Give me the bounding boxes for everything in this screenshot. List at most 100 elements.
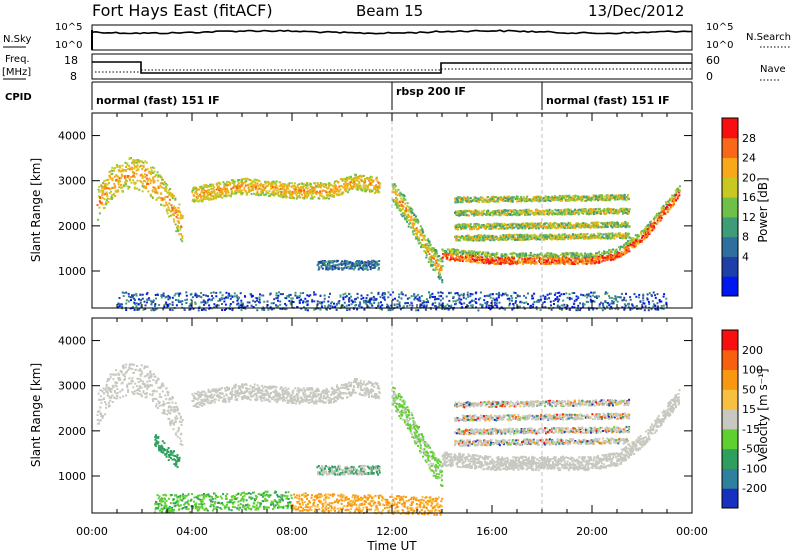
data-cell: [279, 181, 282, 184]
data-cell: [476, 259, 479, 262]
data-cell: [590, 208, 592, 210]
data-cell: [558, 224, 561, 227]
data-cell: [212, 197, 215, 200]
data-cell: [474, 255, 477, 258]
data-cell: [534, 211, 537, 214]
data-cell: [487, 235, 490, 238]
data-cell: [620, 207, 622, 210]
data-cell: [678, 194, 681, 197]
data-cell: [396, 204, 399, 207]
data-cell: [644, 227, 646, 230]
data-cell: [570, 259, 573, 262]
data-cell: [457, 228, 459, 231]
data-cell: [572, 236, 574, 239]
data-cell: [532, 260, 535, 263]
data-cell: [413, 222, 416, 225]
data-cell: [428, 253, 431, 255]
data-cell: [242, 181, 245, 184]
data-cell: [411, 211, 414, 214]
data-cell: [597, 224, 599, 226]
data-cell: [140, 173, 143, 176]
data-cell: [167, 189, 170, 192]
data-cell: [675, 191, 678, 194]
data-cell: [425, 254, 428, 257]
data-cell: [431, 250, 434, 253]
data-cell: [267, 192, 270, 195]
data-cell: [400, 203, 403, 206]
data-cell: [663, 210, 666, 213]
data-cell: [620, 252, 623, 255]
data-cell: [142, 164, 145, 167]
data-cell: [160, 197, 162, 199]
data-cell: [477, 227, 480, 230]
data-cell: [655, 212, 658, 215]
data-cell: [451, 252, 454, 255]
data-cell: [170, 204, 173, 207]
data-cell: [549, 263, 552, 266]
data-cell: [487, 260, 490, 263]
data-cell: [410, 218, 413, 221]
data-cell: [462, 213, 465, 216]
data-cell: [526, 238, 529, 241]
data-cell: [552, 199, 555, 202]
data-cell: [559, 253, 562, 256]
data-cell: [361, 179, 364, 182]
data-cell: [549, 200, 552, 202]
data-cell: [292, 187, 295, 190]
data-cell: [531, 222, 534, 225]
data-cell: [217, 195, 220, 198]
data-cell: [405, 210, 408, 213]
data-cell: [416, 235, 419, 238]
data-cell: [583, 254, 586, 257]
data-cell: [497, 223, 499, 226]
data-cell: [525, 210, 528, 213]
data-cell: [141, 175, 144, 178]
data-cell: [227, 184, 230, 187]
data-cell: [134, 181, 137, 184]
data-cell: [145, 185, 147, 188]
data-cell: [504, 209, 507, 212]
data-cell: [504, 236, 506, 239]
data-cell: [340, 193, 343, 196]
data-cell: [428, 258, 431, 261]
data-cell: [456, 197, 459, 200]
data-cell: [541, 257, 544, 260]
data-cell: [110, 190, 113, 193]
data-cell: [223, 190, 226, 193]
data-cell: [557, 237, 560, 239]
data-cell: [458, 210, 461, 213]
data-cell: [420, 245, 423, 248]
data-cell: [566, 235, 569, 238]
data-cell: [136, 179, 139, 182]
data-cell: [624, 252, 626, 255]
data-cell: [411, 208, 414, 211]
data-cell: [295, 193, 298, 196]
data-cell: [529, 223, 532, 226]
data-cell: [485, 200, 488, 203]
data-cell: [646, 231, 648, 234]
data-cell: [666, 207, 669, 210]
data-cell: [425, 243, 428, 246]
data-cell: [578, 235, 581, 238]
data-cell: [508, 195, 511, 198]
data-cell: [504, 258, 507, 261]
data-cell: [641, 236, 643, 239]
data-cell: [541, 224, 544, 227]
data-cell: [179, 217, 182, 220]
data-cell: [364, 190, 367, 193]
data-cell: [167, 208, 170, 211]
data-cell: [499, 196, 502, 199]
data-cell: [545, 238, 548, 241]
data-cell: [484, 257, 487, 260]
data-cell: [570, 224, 573, 226]
data-cell: [493, 259, 496, 262]
data-cell: [504, 199, 507, 202]
data-cell: [674, 196, 677, 199]
data-cell: [526, 199, 529, 202]
data-cell: [473, 214, 476, 217]
data-cell: [612, 234, 615, 237]
data-cell: [343, 185, 346, 188]
data-cell: [201, 191, 203, 194]
data-cell: [627, 193, 630, 196]
data-cell: [490, 237, 493, 240]
